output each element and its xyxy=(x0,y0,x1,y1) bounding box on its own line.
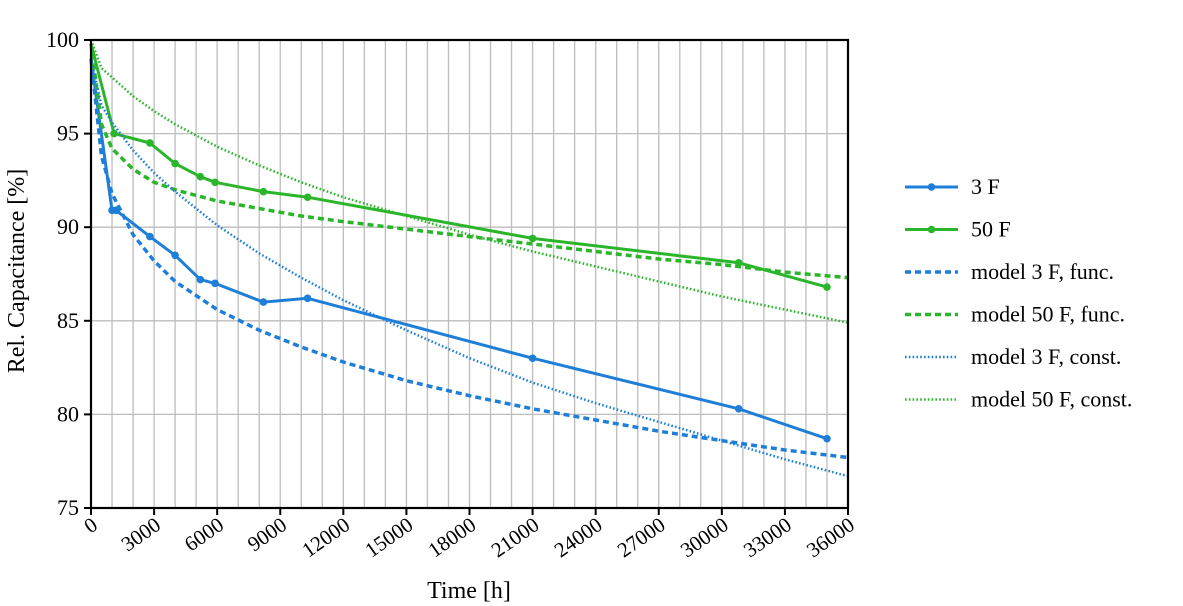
series-line-0 xyxy=(89,58,828,441)
data-point xyxy=(211,178,219,187)
data-point xyxy=(734,404,743,413)
data-point xyxy=(196,172,205,181)
legend-label-3: model 50 F, func. xyxy=(971,302,1125,327)
x-tick-label: 6000 xyxy=(180,512,228,556)
y-tick-label: 95 xyxy=(57,121,79,146)
x-tick-label: 0 xyxy=(80,512,102,538)
grid-layer xyxy=(91,40,848,508)
series-line-2 xyxy=(89,58,849,460)
x-tick-label: 12000 xyxy=(297,512,354,562)
x-tick-label: 21000 xyxy=(487,512,544,562)
data-point xyxy=(303,294,312,303)
data-point xyxy=(259,187,268,196)
x-tick-label: 36000 xyxy=(802,512,859,562)
x-axis-title: Time [h] xyxy=(427,578,511,604)
legend-label-0: 3 F xyxy=(971,174,1000,199)
y-tick-label: 85 xyxy=(57,308,79,333)
x-tick-label: 24000 xyxy=(550,512,607,562)
data-point xyxy=(528,354,537,363)
x-tick-label: 15000 xyxy=(361,512,418,562)
data-point xyxy=(110,129,118,138)
legend-label-2: model 3 F, func. xyxy=(971,259,1114,284)
y-tick-label: 80 xyxy=(57,401,79,426)
y-tick-label: 75 xyxy=(57,495,79,520)
series-line-1 xyxy=(89,43,828,289)
y-axis-title: Rel. Capacitance [%] xyxy=(4,169,30,374)
legend-label-5: model 50 F, const. xyxy=(971,387,1132,412)
data-point xyxy=(823,283,831,291)
x-tick-label: 27000 xyxy=(613,512,670,562)
data-point xyxy=(303,193,312,202)
series-line-4 xyxy=(89,58,849,478)
data-point xyxy=(196,275,205,284)
x-tick-label: 30000 xyxy=(676,512,733,562)
y-tick-label: 100 xyxy=(46,27,79,52)
legend-marker-0 xyxy=(927,183,936,191)
legend: 3 F 50 F model 3 F, func. model 50 F, func.… xyxy=(905,174,1132,412)
legend-label-4: model 3 F, const. xyxy=(971,344,1121,369)
data-point xyxy=(146,139,154,147)
data-point xyxy=(823,434,831,443)
data-point xyxy=(171,159,179,168)
legend-label-1: 50 F xyxy=(971,217,1011,242)
data-point xyxy=(171,251,179,260)
data-point xyxy=(528,234,537,243)
x-tick-label: 3000 xyxy=(117,512,165,556)
x-tick-label: 18000 xyxy=(424,512,481,562)
data-point xyxy=(211,279,219,288)
data-point xyxy=(146,232,154,241)
axes-layer: 75 80 85 90 95 100 0 3000 6000 9000 12000 15000 1800… xyxy=(46,27,859,562)
y-tick-label: 90 xyxy=(57,214,79,239)
series-layer xyxy=(89,39,849,478)
x-tick-label: 9000 xyxy=(243,512,291,556)
data-point xyxy=(259,298,268,306)
x-tick-label: 33000 xyxy=(739,512,796,562)
legend-marker-1 xyxy=(927,225,936,234)
series-line-3 xyxy=(89,43,849,280)
